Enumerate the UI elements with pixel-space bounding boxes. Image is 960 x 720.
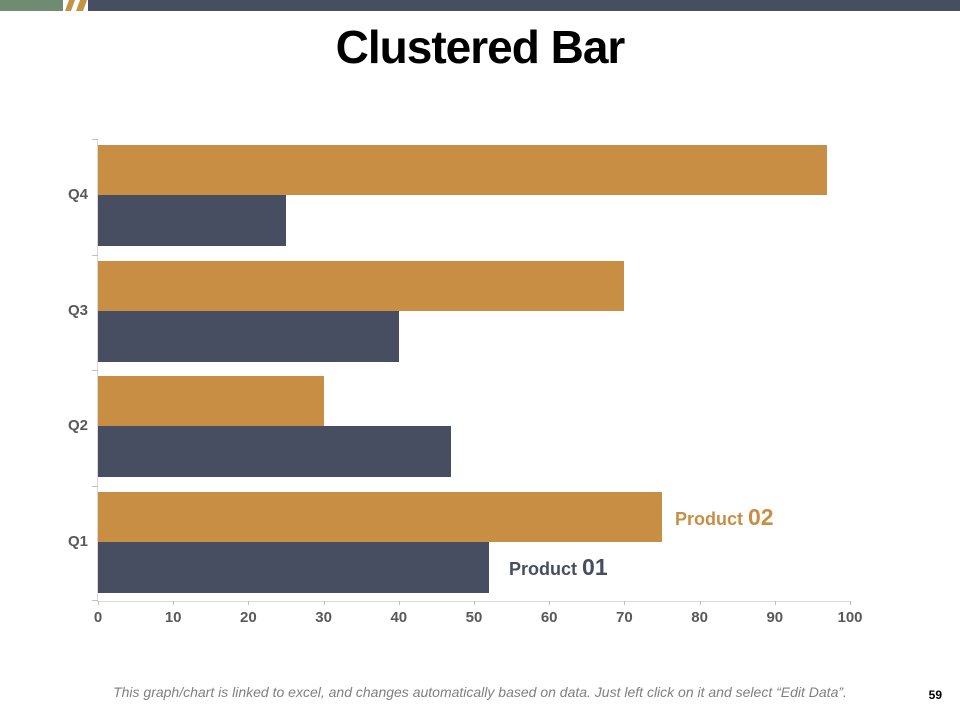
series-label-product-02: Product 02 bbox=[675, 503, 774, 535]
series-label-number: 01 bbox=[582, 554, 608, 580]
x-axis-tick bbox=[850, 601, 851, 605]
x-axis-label-80: 80 bbox=[691, 609, 708, 626]
series-label-product-01: Product 01 bbox=[509, 553, 608, 585]
bar-q2-product-01[interactable] bbox=[98, 426, 452, 477]
x-axis-tick bbox=[248, 601, 250, 605]
x-axis-label-0: 0 bbox=[93, 609, 103, 626]
bar-q1-product-02[interactable] bbox=[98, 491, 662, 542]
x-axis-tick bbox=[323, 601, 325, 605]
series-label-word: Product bbox=[675, 508, 749, 529]
strip-green-segment bbox=[0, 0, 63, 11]
x-axis-label-70: 70 bbox=[616, 609, 633, 626]
series-label-word: Product bbox=[509, 559, 583, 579]
chart-plot-area: Q4 Q3 Q2 Product 02 Product 01 Q1 0 10 20 30 40 50 6… bbox=[68, 139, 863, 626]
x-axis-tick bbox=[398, 601, 400, 605]
x-axis-label-100: 100 bbox=[837, 609, 863, 626]
bar-q2-product-02[interactable] bbox=[98, 376, 324, 426]
bar-q3-product-02[interactable] bbox=[98, 260, 625, 311]
x-axis-tick bbox=[98, 601, 99, 605]
y-axis-tick bbox=[92, 600, 98, 601]
x-axis-label-20: 20 bbox=[240, 609, 257, 626]
x-axis-tick bbox=[699, 601, 701, 605]
page-title: Clustered Bar bbox=[335, 21, 626, 73]
x-axis-label-90: 90 bbox=[766, 609, 784, 626]
bar-q4-product-02[interactable] bbox=[98, 145, 828, 195]
bar-q4-product-01[interactable] bbox=[98, 195, 286, 246]
x-axis-tick bbox=[474, 601, 475, 605]
category-label-q2: Q2 bbox=[67, 417, 88, 434]
top-decorative-strip bbox=[0, 0, 960, 11]
strip-navy-segment bbox=[88, 0, 960, 11]
x-axis-tick bbox=[624, 601, 626, 605]
y-axis-tick bbox=[92, 254, 98, 256]
x-axis-tick bbox=[173, 601, 175, 605]
x-axis-label-30: 30 bbox=[315, 609, 332, 626]
x-axis-label-40: 40 bbox=[390, 609, 408, 626]
y-axis-tick bbox=[92, 370, 98, 371]
category-label-q3: Q3 bbox=[67, 301, 88, 319]
x-axis-tick bbox=[774, 601, 776, 605]
series-label-number: 02 bbox=[748, 503, 774, 530]
x-axis-label-50: 50 bbox=[465, 609, 483, 626]
bar-q1-product-01[interactable] bbox=[98, 541, 490, 593]
category-label-q4: Q4 bbox=[67, 186, 88, 203]
y-axis-tick bbox=[92, 485, 98, 487]
x-axis-tick bbox=[549, 601, 551, 605]
category-label-q1: Q1 bbox=[67, 532, 88, 550]
bar-q3-product-01[interactable] bbox=[98, 310, 399, 362]
page-number: 59 bbox=[928, 688, 942, 702]
x-axis-label-60: 60 bbox=[540, 609, 558, 626]
footer-note: This graph/chart is linked to excel, and… bbox=[113, 684, 847, 700]
y-axis-tick bbox=[92, 139, 98, 140]
x-axis-label-10: 10 bbox=[164, 609, 182, 626]
